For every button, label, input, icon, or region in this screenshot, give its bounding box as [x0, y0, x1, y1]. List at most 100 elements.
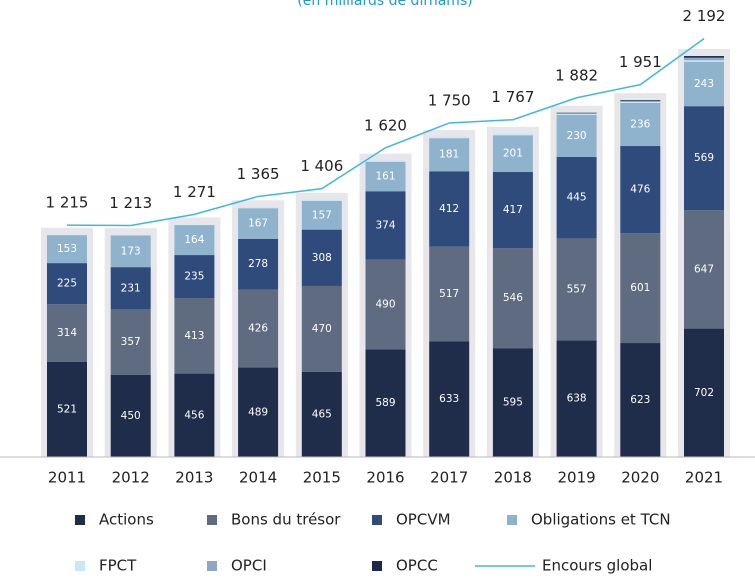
segment-label: 638 — [567, 393, 587, 405]
bar-segment — [238, 207, 279, 209]
x-tick-label: 2017 — [430, 469, 468, 487]
bar-segment — [684, 328, 724, 457]
bar-segment — [492, 133, 533, 136]
bar-segment — [174, 224, 215, 226]
segment-label: 374 — [375, 219, 395, 231]
segment-label: 445 — [567, 192, 587, 204]
segment-label: 589 — [375, 397, 395, 409]
bar-segment — [556, 157, 597, 239]
bar-segment — [620, 101, 661, 103]
bar-segment — [365, 160, 406, 162]
x-tick-label: 2011 — [48, 469, 86, 487]
segment-label: 412 — [439, 203, 459, 215]
segment-label: 201 — [503, 148, 523, 160]
bar-segment — [684, 210, 724, 329]
bar-segment — [684, 57, 724, 61]
bar-segment — [620, 100, 661, 102]
bar-segment — [238, 367, 279, 457]
segment-label: 633 — [439, 393, 459, 405]
bar-segment — [365, 259, 406, 350]
x-tick-label: 2013 — [175, 469, 213, 487]
segment-label: 601 — [630, 282, 650, 294]
segment-label: 243 — [694, 78, 714, 90]
bar-segment — [620, 102, 661, 147]
segment-label: 426 — [248, 323, 268, 335]
segment-label: 225 — [57, 278, 77, 290]
legend-label: Obligations et TCN — [531, 511, 671, 529]
legend-label: Bons du trésor — [231, 511, 341, 529]
bar-segment — [684, 56, 724, 58]
legend-label: OPCI — [231, 557, 267, 575]
line-value-label: 1 750 — [428, 91, 471, 109]
bar-segment — [47, 235, 87, 264]
line-value-label: 1 271 — [173, 183, 216, 201]
bar-segment — [556, 113, 597, 115]
segment-label: 173 — [121, 245, 141, 257]
bar-segment — [684, 61, 724, 107]
bar-segment — [301, 199, 342, 201]
segment-label: 164 — [184, 234, 204, 246]
bar-segment — [620, 146, 661, 234]
bar-segment — [47, 361, 87, 457]
legend-swatch — [507, 515, 517, 525]
x-tick-label: 2018 — [494, 469, 532, 487]
bar-segment — [174, 255, 215, 299]
bar-segment — [556, 112, 597, 114]
bar-segment — [238, 208, 279, 239]
legend-swatch — [75, 561, 85, 571]
line-value-label: 1 215 — [46, 194, 89, 212]
legend-swatch — [207, 561, 217, 571]
segment-label: 278 — [248, 258, 268, 270]
segment-label: 230 — [567, 130, 587, 142]
bar-segment — [301, 371, 342, 457]
line-value-label: 1 767 — [491, 88, 534, 106]
legend-label: Encours global — [542, 557, 652, 575]
segment-label: 308 — [312, 252, 332, 264]
bar-segment — [620, 233, 661, 344]
segment-label: 569 — [694, 152, 714, 164]
segment-label: 417 — [503, 204, 523, 216]
x-tick-label: 2016 — [366, 469, 404, 487]
bar-segment — [238, 238, 279, 290]
bar-segment — [492, 172, 533, 249]
bar-segment — [365, 191, 406, 260]
chart-subtitle: (en milliards de dirhams) — [297, 0, 472, 9]
bar-segment — [174, 225, 215, 256]
x-tick-label: 2015 — [303, 469, 341, 487]
segment-label: 470 — [312, 323, 332, 335]
bar-segment — [174, 298, 215, 374]
segment-label: 465 — [312, 408, 332, 420]
segment-label: 161 — [375, 170, 395, 182]
bar-segment — [429, 341, 470, 457]
line-value-label: 1 620 — [364, 116, 407, 134]
legend-swatch — [207, 515, 217, 525]
bar-segment — [620, 100, 661, 101]
segment-label: 489 — [248, 406, 268, 418]
bar-segment — [174, 373, 215, 457]
bar-segment — [492, 135, 533, 173]
bar-segment — [492, 348, 533, 457]
segment-label: 231 — [121, 282, 141, 294]
bar-segment — [556, 113, 597, 114]
line-value-label: 1 213 — [109, 194, 152, 212]
line-value-label: 1 406 — [300, 157, 343, 175]
bar-segment — [365, 349, 406, 457]
segment-label: 490 — [375, 298, 395, 310]
x-tick-label: 2012 — [112, 469, 150, 487]
line-value-label: 1 882 — [555, 66, 598, 84]
bar-segment — [110, 374, 151, 457]
bar-segment — [429, 171, 470, 247]
segment-label: 702 — [694, 387, 714, 399]
segment-label: 236 — [630, 118, 650, 130]
legend-swatch — [75, 515, 85, 525]
segment-label: 517 — [439, 288, 459, 300]
bar-segment — [620, 343, 661, 457]
segment-label: 546 — [503, 292, 523, 304]
bar-segment — [301, 229, 342, 286]
segment-label: 557 — [567, 283, 587, 295]
legend-label: OPCVM — [396, 511, 451, 529]
bar-segment — [556, 114, 597, 158]
bar-segment — [301, 285, 342, 372]
segment-label: 521 — [57, 403, 77, 415]
